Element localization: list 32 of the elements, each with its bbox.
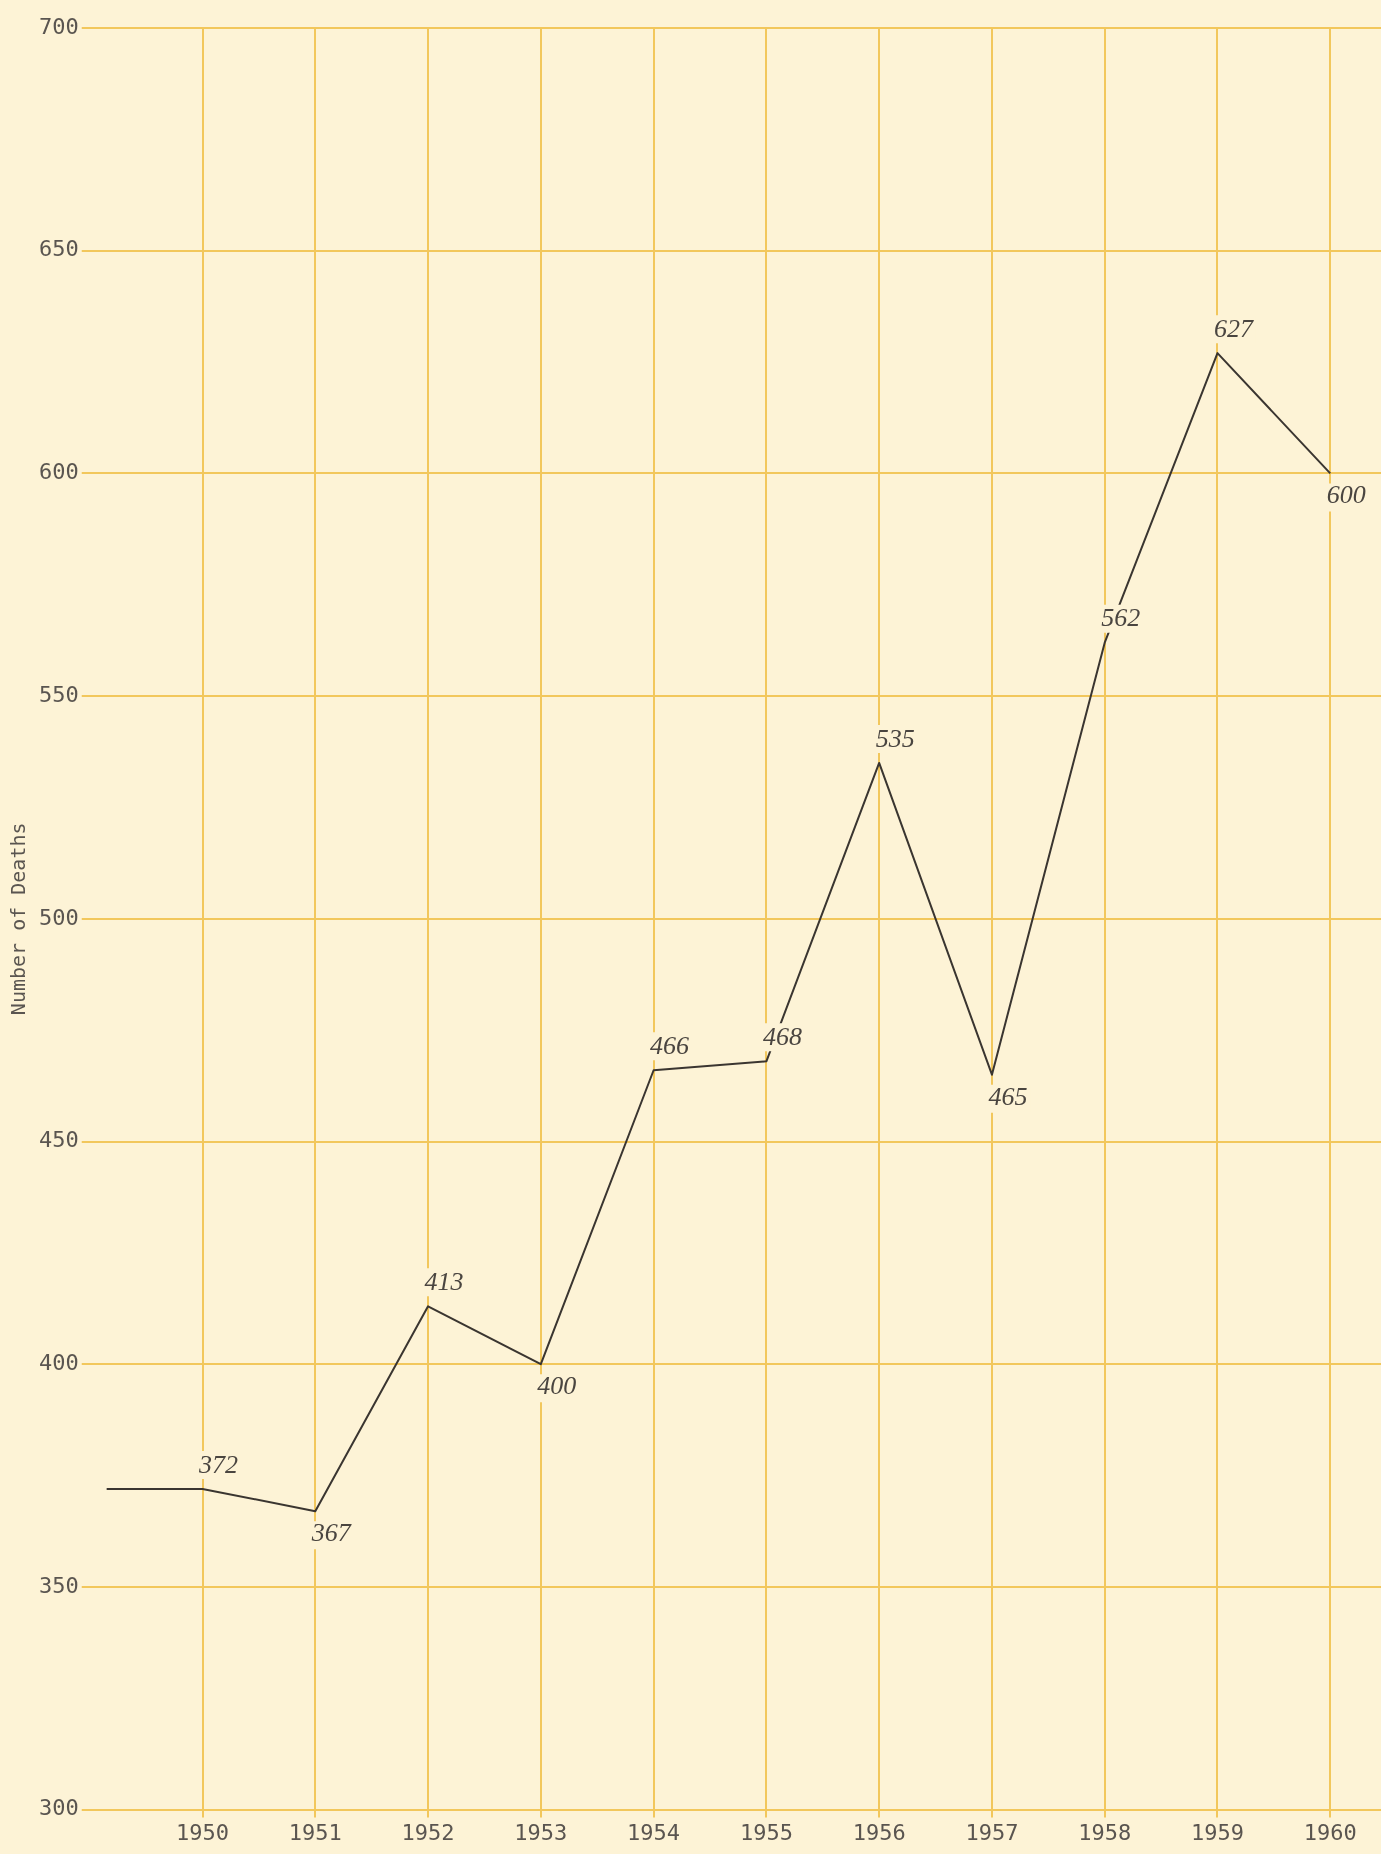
data-label: 627 [1213,313,1254,343]
y-tick-label: 650 [38,236,79,262]
x-tick-label: 1954 [627,1819,681,1845]
data-label: 400 [537,1371,577,1401]
y-tick-label: 450 [38,1127,79,1153]
data-label: 367 [310,1518,352,1548]
x-tick-label: 1956 [852,1819,906,1845]
data-label: 466 [650,1031,690,1061]
data-label: 535 [875,723,915,753]
x-tick-label: 1952 [401,1819,455,1845]
x-tick-label: 1958 [1078,1819,1132,1845]
y-tick-label: 400 [38,1349,79,1375]
data-label: 372 [198,1449,239,1479]
y-tick-label: 550 [38,681,79,707]
data-label: 562 [1101,603,1141,633]
y-tick-label: 300 [38,1795,79,1821]
x-tick-label: 1957 [965,1819,1019,1845]
x-tick-label: 1959 [1190,1819,1244,1845]
x-tick-label: 1960 [1303,1819,1357,1845]
data-label: 468 [762,1022,802,1052]
y-tick-label: 600 [38,459,79,485]
y-tick-label: 700 [38,13,79,39]
data-label: 413 [424,1267,464,1297]
y-tick-label: 500 [38,904,79,930]
data-label: 465 [988,1081,1028,1111]
x-tick-label: 1950 [176,1819,229,1845]
y-axis-title: Number of Deaths [6,822,31,1016]
x-tick-label: 1951 [288,1819,342,1845]
x-tick-label: 1953 [514,1819,568,1845]
data-label: 600 [1326,480,1366,510]
x-tick-label: 1955 [739,1819,793,1845]
y-tick-label: 350 [38,1572,79,1598]
